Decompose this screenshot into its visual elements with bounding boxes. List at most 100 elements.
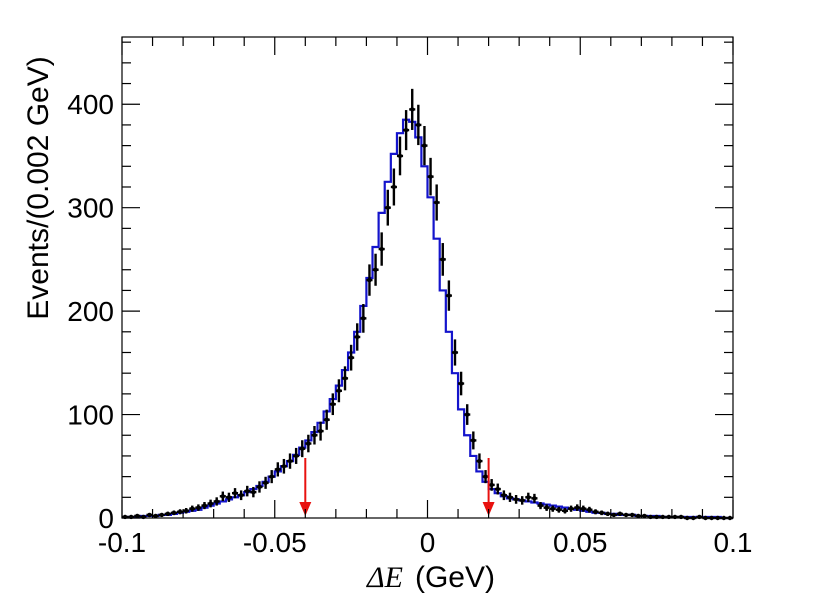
data-marker [599,510,604,516]
data-marker [532,496,537,501]
data-marker [605,511,610,517]
data-point [195,504,202,511]
data-point [311,425,318,445]
data-point [335,379,342,403]
data-point [506,492,514,502]
data-marker [483,474,488,479]
data-marker [269,474,274,479]
data-point [586,506,593,513]
data-point [183,508,190,514]
data-marker [361,316,366,321]
x-tick-label: 0.1 [714,527,753,558]
data-marker [507,495,513,500]
data-point [635,513,642,519]
data-marker [293,453,299,459]
data-marker [318,428,323,434]
data-marker [428,174,433,179]
data-marker [544,505,549,510]
data-marker [489,482,494,488]
data-marker [183,508,189,513]
data-point [470,431,477,450]
data-point [458,371,465,396]
data-marker [214,499,219,504]
y-tick-label: 100 [67,400,114,431]
data-point [317,421,324,441]
data-marker [440,257,445,262]
data-marker [196,505,201,510]
data-point [274,462,281,477]
data-point [543,504,550,511]
data-point [464,404,471,425]
data-marker [165,511,171,517]
data-point [476,453,483,469]
data-point [329,393,336,416]
data-point [451,339,459,366]
data-marker [623,512,629,518]
data-point [219,491,226,502]
data-marker [642,513,647,519]
data-point [574,504,581,511]
data-point [403,110,410,151]
data-point [372,253,379,286]
data-point [641,513,648,519]
data-point [439,243,446,276]
data-marker [562,508,568,513]
data-marker [135,513,140,519]
data-point [366,264,373,296]
data-point [525,492,532,502]
data-point [238,490,245,501]
data-point [433,184,440,221]
data-point [152,513,159,519]
data-point [623,512,630,518]
data-point [299,440,306,458]
data-point [592,509,599,515]
data-point [421,125,428,166]
axis-labels: -0.1 -0.05 0 0.05 0.1 0 100 200 300 400 [67,89,752,558]
data-marker [159,512,164,518]
data-point [286,453,294,469]
data-marker [355,334,360,340]
data-marker [281,464,287,469]
data-marker [336,388,342,393]
data-point [482,470,489,484]
data-point [244,485,251,497]
data-marker [257,484,262,490]
data-point [549,505,556,512]
data-marker [611,512,617,518]
y-axis-title: Events/(0.002 GeV) [22,56,55,319]
data-marker [513,497,519,502]
x-tick-label: -0.1 [98,527,146,558]
x-tick-label: 0.05 [553,527,608,558]
data-marker [403,127,409,133]
data-marker [593,509,598,514]
data-point [262,476,269,489]
data-marker [391,184,397,190]
data-point [598,510,605,516]
data-point [488,479,495,491]
data-marker [629,512,635,518]
x-axis-title-symbol: ΔE [366,561,403,594]
data-point [396,136,404,176]
data-point [445,280,452,311]
data-point [176,509,184,515]
data-marker [520,498,525,503]
data-point [293,447,300,464]
data-marker [422,143,427,148]
x-axis-title-unit: (GeV) [415,561,495,594]
data-point [531,493,538,503]
data-point [537,502,544,510]
data-marker [397,153,403,159]
data-point [409,88,416,130]
data-marker [471,438,476,443]
data-point [213,497,220,506]
data-point [360,303,367,333]
data-marker [568,506,574,511]
data-marker [208,501,213,506]
data-point [555,506,562,513]
data-point [415,104,422,146]
axis-ticks [121,37,734,519]
data-marker [287,458,293,464]
svg-text:ΔE (GeV): ΔE (GeV) [366,561,495,594]
data-point [378,232,385,266]
plot-frame [121,36,734,519]
